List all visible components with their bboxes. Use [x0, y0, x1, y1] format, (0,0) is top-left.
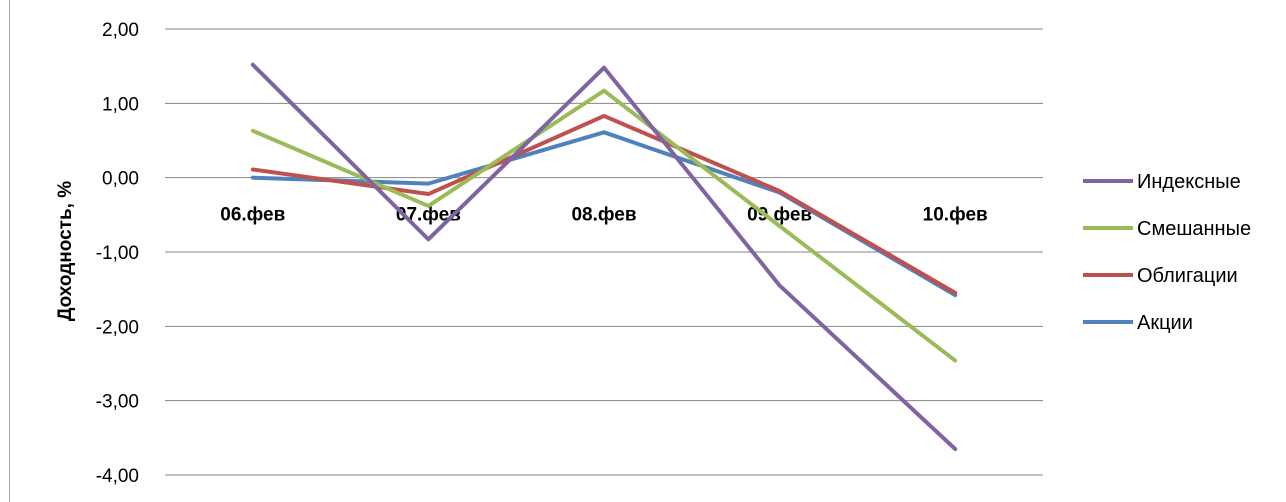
y-tick-label: 0,00 [102, 169, 139, 190]
legend-label: Смешанные [1137, 218, 1251, 240]
y-tick-label: -2,00 [96, 317, 139, 338]
x-category-label: 09.фев [747, 205, 812, 226]
x-category-label: 08.фев [571, 205, 636, 226]
y-tick-label: -1,00 [96, 243, 139, 264]
series-line [250, 113, 958, 295]
series-line [250, 62, 958, 451]
y-tick-label: 2,00 [102, 20, 139, 41]
legend: Индексные Смешанные Облигации Акции [1083, 171, 1251, 334]
y-tick-label: 1,00 [102, 94, 139, 115]
series-lines [250, 62, 958, 451]
x-category-label: 06.фев [220, 205, 285, 226]
y-tick-label: -3,00 [96, 392, 139, 413]
y-axis-title-group: Доходность, % [55, 181, 76, 321]
legend-label: Индексные [1137, 171, 1241, 193]
legend-label: Облигации [1137, 265, 1238, 287]
chart-left-border [9, 0, 10, 502]
y-axis-tick-labels: 2,00 1,00 0,00 -1,00 -2,00 -3,00 -4,00 [96, 20, 139, 487]
y-tick-label: -4,00 [96, 466, 139, 487]
y-axis-title: Доходность, % [55, 181, 76, 321]
x-axis-category-labels: 06.фев 07.фев 08.фев 09.фев 10.фев [220, 205, 987, 226]
x-category-label: 10.фев [923, 205, 988, 226]
legend-label: Акции [1137, 312, 1193, 334]
